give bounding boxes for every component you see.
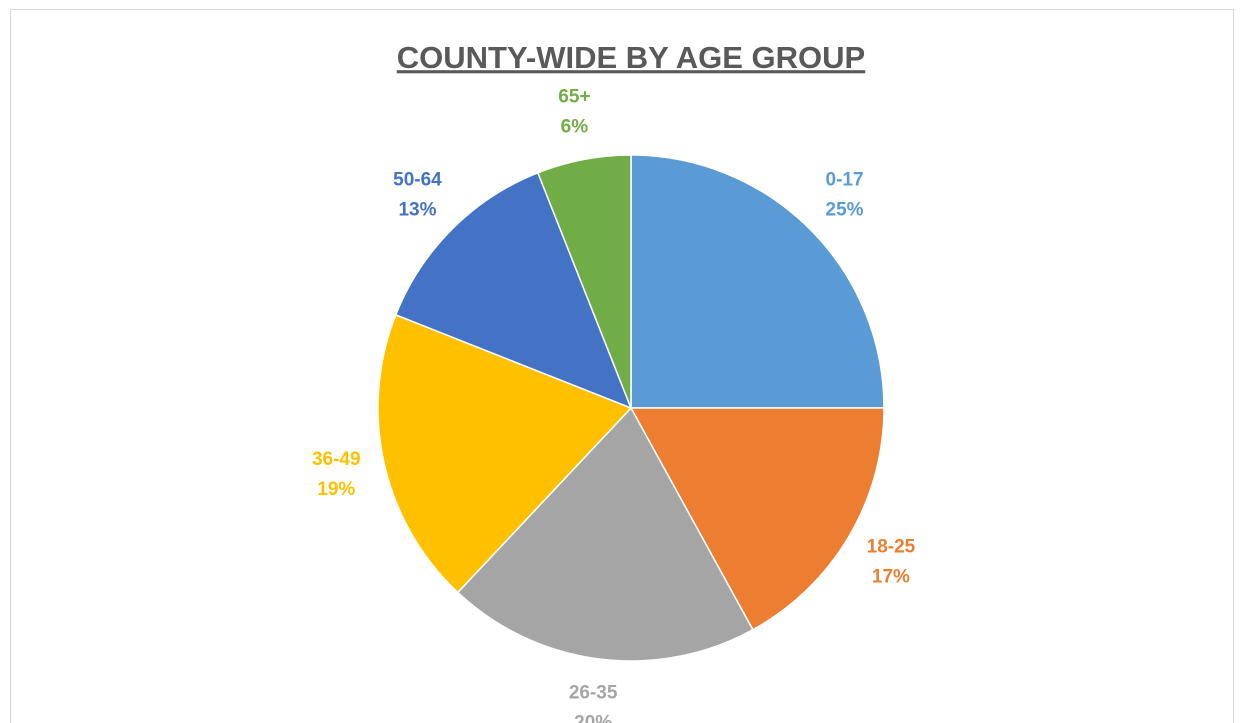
slice-value-label: 17%: [872, 567, 910, 588]
slice-value-label: 25%: [826, 199, 864, 220]
slice-value-label: 19%: [317, 479, 355, 500]
slice-category-label: 50-64: [393, 169, 442, 190]
chart-title: COUNTY-WIDE BY AGE GROUP: [397, 40, 865, 75]
slice-category-label: 26-35: [569, 683, 618, 704]
slice-category-label: 36-49: [312, 449, 361, 470]
slice-category-label: 0-17: [826, 169, 864, 190]
pie-slice: [377, 313, 633, 594]
slice-value-label: 13%: [398, 199, 436, 220]
slice-value-label: 6%: [561, 116, 589, 137]
slice-category-label: 18-25: [867, 537, 916, 558]
slice-value-label: 20%: [574, 713, 612, 723]
pie-slice: [394, 171, 633, 410]
slice-category-label: 65+: [558, 86, 590, 107]
pie-slice: [536, 154, 632, 409]
pie-slice: [630, 154, 885, 409]
pie-slice: [456, 406, 754, 662]
pie-slice: [629, 407, 885, 631]
